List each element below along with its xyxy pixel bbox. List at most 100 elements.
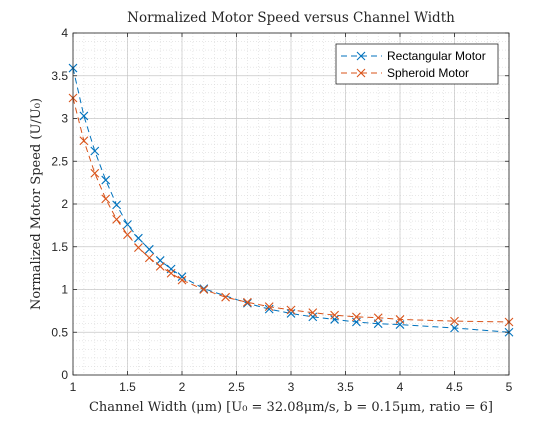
data-point-rectangular-motor [177,272,187,282]
data-point-rectangular-motor [79,111,89,121]
x-marker-stroke [123,220,132,229]
data-point-spheroid-motor [264,302,274,311]
x-marker-stroke [450,316,459,326]
x-marker-stroke [177,272,187,282]
x-axis-label: Channel Width (μm) [U₀ = 32.08μm/s, b = … [89,400,493,415]
x-tick-label: 4 [397,380,404,394]
x-marker-stroke [395,315,405,324]
x-marker-stroke [356,68,366,78]
x-tick-label: 1.5 [119,380,136,394]
x-marker-stroke [243,297,252,307]
y-tick-label: 2.5 [51,154,68,168]
x-marker-stroke [112,215,121,224]
legend: Rectangular Motor Spheroid Motor [335,43,499,85]
data-point-rectangular-motor [112,200,121,210]
x-marker-stroke [352,312,361,322]
y-axis-label: Normalized Motor Speed (U/U₀) [29,98,44,310]
x-marker-stroke [79,111,89,121]
data-point-spheroid-motor [134,243,143,252]
x-tick-label: 3 [288,380,295,394]
data-point-spheroid-motor [243,297,252,307]
x-marker-stroke [308,312,318,322]
data-point-spheroid-motor [286,305,296,315]
data-point-rectangular-motor [308,312,318,322]
x-marker-stroke [79,136,89,146]
data-point-rectangular-motor [123,220,132,229]
legend-box [335,43,499,85]
legend-entry-rectangular-motor: Rectangular Motor [341,49,486,63]
data-point-rectangular-motor [101,175,111,185]
data-point-spheroid-motor [79,136,89,146]
y-tick-label: 0 [61,368,68,382]
data-point-spheroid-motor [373,313,383,323]
legend-label-rectangular-motor: Rectangular Motor [387,49,486,63]
data-point-rectangular-motor [144,244,154,254]
data-point-spheroid-motor [330,310,339,320]
x-marker-stroke [199,284,209,294]
data-point-rectangular-motor [264,304,274,314]
data-point-spheroid-motor [199,285,209,294]
x-marker-stroke [330,310,339,320]
chart-title: Normalized Motor Speed versus Channel Wi… [127,10,455,26]
x-marker-stroke [134,243,143,252]
data-point-rectangular-motor [286,309,296,318]
data-point-spheroid-motor [112,215,121,224]
data-point-spheroid-motor [450,316,459,326]
x-marker-stroke [330,315,339,324]
data-point-rectangular-motor [243,298,252,308]
x-marker-stroke [90,168,100,178]
x-marker-stroke [101,175,111,185]
x-marker-stroke [264,302,274,311]
ticks: 1 1.5 2 2.5 3 3.5 4 4.5 5 0 0.5 1 1.5 2 2.5 3 3.5 4 [51,26,512,394]
x-marker-stroke [177,275,187,285]
data-point-rectangular-motor [90,146,100,156]
data-point-spheroid-motor [166,268,176,278]
x-marker-stroke [264,304,274,314]
series-line-rectangular-motor [72,67,510,333]
x-tick-label: 5 [506,380,513,394]
x-marker-stroke [112,200,121,210]
legend-marker-spheroid-motor [356,68,366,78]
x-marker-stroke [134,233,143,243]
x-marker-stroke [243,298,252,308]
x-tick-label: 1 [70,380,77,394]
x-marker-stroke [286,305,296,315]
data-point-rectangular-motor [199,284,209,294]
data-point-rectangular-motor [330,315,339,324]
y-tick-label: 2 [61,197,68,211]
x-tick-label: 3.5 [337,380,354,394]
data-point-spheroid-motor [221,292,230,302]
data-point-spheroid-motor [155,262,165,271]
x-marker-stroke [155,262,165,271]
x-marker-stroke [221,292,230,302]
y-tick-label: 1.5 [51,240,68,254]
y-tick-label: 3 [61,112,68,126]
series-layer [68,63,514,337]
data-point-spheroid-motor [144,253,154,263]
x-marker-stroke [373,313,383,323]
data-point-spheroid-motor [90,168,100,178]
data-point-spheroid-motor [123,230,132,240]
y-tick-label: 1 [61,283,68,297]
data-point-rectangular-motor [134,233,143,243]
data-point-spheroid-motor [101,194,111,204]
x-tick-label: 2.5 [228,380,245,394]
legend-label-spheroid-motor: Spheroid Motor [387,66,469,80]
data-point-spheroid-motor [395,315,405,324]
x-marker-stroke [199,285,209,294]
data-point-spheroid-motor [308,308,318,317]
legend-marker-rectangular-motor [356,51,366,61]
x-marker-stroke [450,323,459,333]
x-marker-stroke [123,230,132,240]
x-marker-stroke [166,268,176,278]
x-marker-stroke [101,194,111,204]
x-marker-stroke [308,308,318,317]
y-tick-label: 3.5 [51,69,68,83]
x-marker-stroke [144,244,154,254]
legend-entry-spheroid-motor: Spheroid Motor [341,66,469,80]
data-point-rectangular-motor [450,323,459,333]
x-marker-stroke [144,253,154,263]
x-tick-label: 4.5 [446,380,463,394]
